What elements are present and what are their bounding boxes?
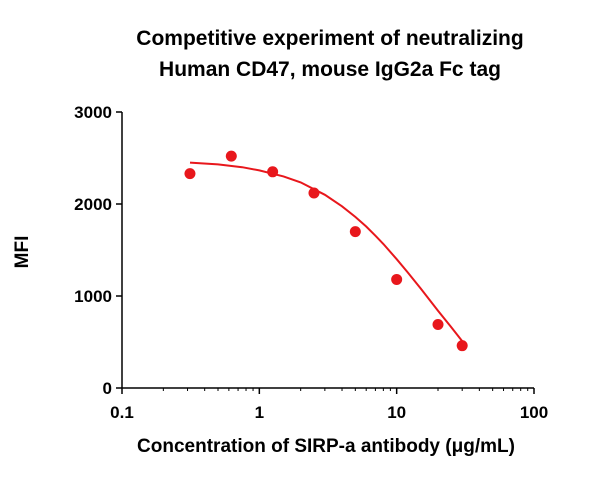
- x-axis: 0.1 1 10 100: [110, 387, 548, 422]
- x-tick-label: 0.1: [110, 403, 134, 422]
- data-point: [391, 273, 403, 285]
- data-point: [308, 187, 320, 199]
- data-point: [184, 168, 196, 180]
- x-tick-label: 100: [520, 403, 548, 422]
- y-tick-label: 0: [103, 379, 112, 398]
- y-axis: 0 1000 2000 3000: [74, 103, 123, 398]
- chart-title-line-1: Competitive experiment of neutralizing: [136, 27, 523, 50]
- chart-title-line-2: Human CD47, mouse IgG2a Fc tag: [159, 58, 501, 81]
- data-point: [432, 319, 444, 331]
- y-tick-label: 2000: [74, 195, 112, 214]
- y-tick-label: 1000: [74, 287, 112, 306]
- fit-curve: [189, 161, 463, 342]
- data-point: [225, 150, 237, 162]
- data-point: [456, 340, 468, 352]
- x-tick-label: 10: [387, 403, 406, 422]
- x-tick-label: 1: [255, 403, 264, 422]
- data-points: [184, 150, 468, 352]
- data-point: [267, 166, 279, 178]
- data-point: [349, 226, 361, 238]
- y-tick-label: 3000: [74, 103, 112, 122]
- y-axis-label: MFI: [12, 236, 33, 269]
- x-axis-label: Concentration of SIRP-a antibody (μg/mL): [137, 436, 515, 457]
